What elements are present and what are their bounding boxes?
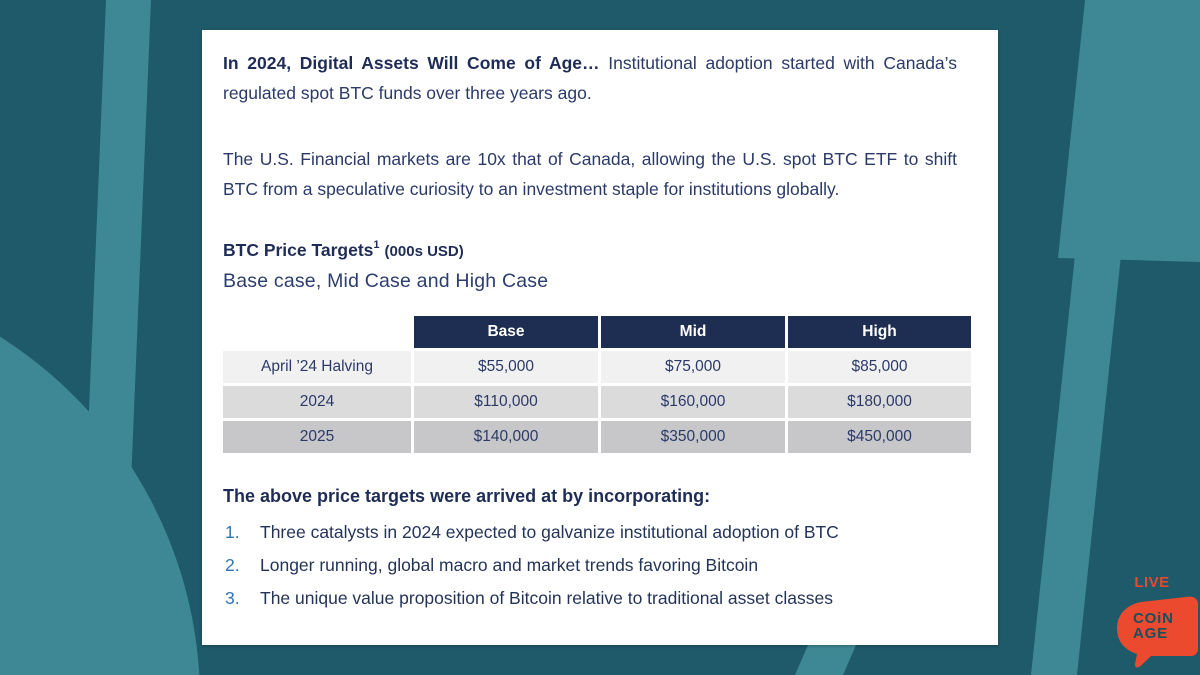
top-right-panel-shape xyxy=(1058,0,1200,262)
table-cell: $350,000 xyxy=(601,421,785,453)
list-item: 1. Three catalysts in 2024 expected to g… xyxy=(223,516,974,549)
targets-heading: BTC Price Targets1 (000s USD) xyxy=(223,239,974,261)
row-label: 2024 xyxy=(223,386,411,418)
coinage-logo: COiN AGE xyxy=(1117,596,1198,668)
targets-heading-suffix: (000s USD) xyxy=(384,243,464,260)
targets-subheading: Base case, Mid Case and High Case xyxy=(223,270,549,292)
table-cell: $75,000 xyxy=(601,351,785,383)
list-item-text: Three catalysts in 2024 expected to galv… xyxy=(260,522,839,542)
table-cell: $85,000 xyxy=(788,351,971,383)
slide-intro-paragraph: In 2024, Digital Assets Will Come of Age… xyxy=(223,48,957,108)
table-cell: $450,000 xyxy=(788,421,971,453)
catalyst-list: 1. Three catalysts in 2024 expected to g… xyxy=(223,516,974,615)
incorporating-heading: The above price targets were arrived at … xyxy=(223,486,711,506)
price-targets-table: Base Mid High April ’24 Halving $55,000 … xyxy=(223,316,971,453)
slide-card: In 2024, Digital Assets Will Come of Age… xyxy=(202,30,998,645)
list-item-number: 2. xyxy=(225,555,240,575)
table-cell: $160,000 xyxy=(601,386,785,418)
bottom-stripe-shape xyxy=(795,645,856,675)
list-item-text: Longer running, global macro and market … xyxy=(260,555,759,575)
intro-lead-text: In 2024, Digital Assets Will Come of Age… xyxy=(223,53,600,73)
bottom-left-blob-shape xyxy=(0,336,200,675)
header-cell-empty xyxy=(223,316,411,348)
table-cell: $140,000 xyxy=(414,421,598,453)
logo-wordmark: COiN AGE xyxy=(1133,611,1174,641)
row-label: April ’24 Halving xyxy=(223,351,411,383)
table-cell: $55,000 xyxy=(414,351,598,383)
list-item-number: 3. xyxy=(225,588,240,608)
market-paragraph: The U.S. Financial markets are 10x that … xyxy=(223,149,957,199)
table-cell: $110,000 xyxy=(414,386,598,418)
list-item: 3. The unique value proposition of Bitco… xyxy=(223,582,974,615)
right-stripe-shape xyxy=(1031,255,1121,675)
header-cell-base: Base xyxy=(414,316,598,348)
intro-rest-text: Institutional adoption started with Cana… xyxy=(223,53,957,103)
table-cell: $180,000 xyxy=(788,386,971,418)
live-badge: LIVE xyxy=(1134,574,1170,591)
list-item: 2. Longer running, global macro and mark… xyxy=(223,549,974,582)
logo-wordmark-line1: COiN xyxy=(1133,610,1174,627)
row-label: 2025 xyxy=(223,421,411,453)
logo-wordmark-line2: AGE xyxy=(1133,625,1168,642)
header-cell-high: High xyxy=(788,316,971,348)
list-item-number: 1. xyxy=(225,522,240,542)
list-item-text: The unique value proposition of Bitcoin … xyxy=(260,588,833,608)
targets-heading-bold: BTC Price Targets xyxy=(223,240,374,260)
logo-mark xyxy=(1117,596,1198,668)
header-cell-mid: Mid xyxy=(601,316,785,348)
targets-heading-superscript: 1 xyxy=(373,239,380,252)
